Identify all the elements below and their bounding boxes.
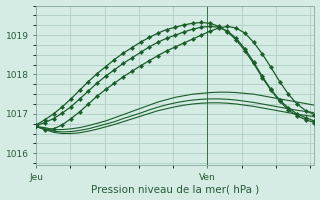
X-axis label: Pression niveau de la mer( hPa ): Pression niveau de la mer( hPa ) (91, 184, 260, 194)
